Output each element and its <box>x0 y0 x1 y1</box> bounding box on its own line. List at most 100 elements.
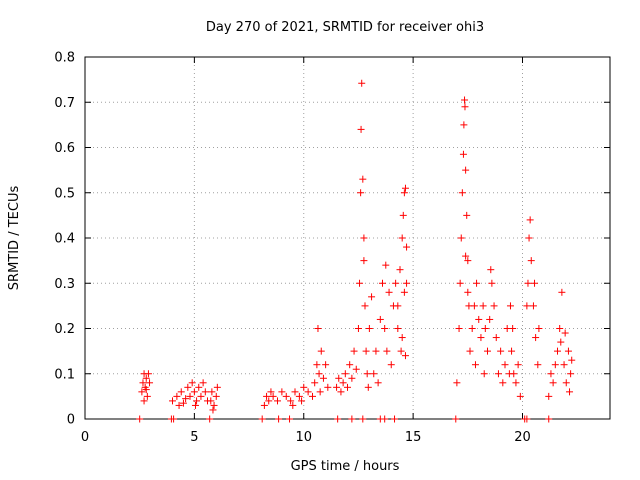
data-point <box>479 302 487 310</box>
data-point <box>341 370 349 378</box>
data-point <box>492 334 500 342</box>
data-point <box>529 302 537 310</box>
y-tick-label: 0.6 <box>54 141 75 156</box>
data-point <box>169 397 176 405</box>
data-point <box>344 383 351 391</box>
data-point <box>379 279 386 287</box>
data-point <box>509 325 517 332</box>
data-point <box>363 370 371 378</box>
x-tick-label: 0 <box>81 430 89 445</box>
data-point <box>545 392 553 400</box>
x-tick-label: 10 <box>295 430 312 445</box>
data-point <box>523 302 531 310</box>
data-point <box>458 189 466 197</box>
data-point <box>362 347 370 355</box>
data-point <box>549 379 557 387</box>
data-point <box>506 302 514 310</box>
data-point <box>206 415 214 423</box>
data-point <box>487 266 495 274</box>
data-point <box>291 388 299 396</box>
data-point <box>358 79 366 87</box>
data-point <box>357 189 365 197</box>
data-point <box>348 374 356 382</box>
data-point <box>335 374 343 382</box>
data-point <box>313 361 321 369</box>
data-point <box>523 415 531 423</box>
data-point <box>457 234 465 242</box>
data-point <box>484 347 491 355</box>
data-point <box>554 347 561 355</box>
data-point <box>545 415 553 423</box>
data-point <box>499 379 507 387</box>
y-tick-label: 0 <box>67 413 75 428</box>
y-tick-label: 0.3 <box>54 277 75 292</box>
data-point <box>139 379 147 387</box>
data-point <box>532 334 540 342</box>
data-point <box>265 397 273 405</box>
data-point <box>190 388 198 396</box>
data-point <box>304 388 312 396</box>
data-point <box>473 279 481 287</box>
data-point <box>508 347 516 355</box>
data-point <box>462 166 470 174</box>
y-tick-label: 0.5 <box>54 186 75 201</box>
data-point <box>510 370 518 378</box>
data-point <box>361 302 369 310</box>
data-point <box>566 388 574 396</box>
data-point <box>324 383 332 391</box>
data-point <box>401 184 409 192</box>
data-point <box>453 379 461 387</box>
data-point <box>146 379 154 387</box>
data-point <box>403 243 411 251</box>
data-point <box>295 392 303 400</box>
data-point <box>567 370 575 378</box>
data-point <box>337 388 345 396</box>
data-point <box>385 288 393 296</box>
data-point <box>459 150 467 158</box>
data-point <box>551 361 559 369</box>
data-point <box>298 397 306 405</box>
data-point <box>461 103 469 111</box>
y-tick-label: 0.2 <box>54 322 75 337</box>
data-point <box>401 352 409 360</box>
data-point <box>334 415 342 423</box>
data-point <box>456 279 464 287</box>
data-point <box>464 288 472 296</box>
data-point <box>471 361 479 369</box>
data-point <box>535 325 543 332</box>
x-tick-label: 15 <box>405 430 422 445</box>
data-point <box>359 415 367 423</box>
data-point <box>360 257 368 265</box>
data-point <box>309 392 316 400</box>
data-point <box>267 388 275 396</box>
y-tick-label: 0.1 <box>54 367 75 382</box>
data-point <box>213 383 221 391</box>
x-tick-label: 5 <box>190 430 198 445</box>
data-point <box>398 334 406 342</box>
data-point <box>212 392 220 400</box>
data-point <box>191 401 199 409</box>
data-point <box>177 388 185 396</box>
data-point <box>289 401 297 409</box>
y-tick-label: 0.7 <box>54 96 75 111</box>
data-point <box>524 279 532 287</box>
data-point <box>195 383 203 391</box>
data-point <box>365 325 373 332</box>
y-tick-label: 0.8 <box>54 51 75 66</box>
data-point <box>463 211 471 219</box>
data-point <box>364 383 372 391</box>
data-point <box>333 383 341 391</box>
data-point <box>199 379 207 387</box>
y-tick-label: 0.4 <box>54 232 75 247</box>
data-point <box>372 347 380 355</box>
data-point <box>282 392 290 400</box>
data-point <box>263 392 271 400</box>
data-point <box>488 279 496 287</box>
data-point <box>300 383 308 391</box>
data-point <box>339 379 347 387</box>
data-point <box>391 415 399 423</box>
data-point <box>398 234 406 242</box>
data-point <box>561 329 569 337</box>
data-point <box>494 370 502 378</box>
data-point <box>352 365 360 373</box>
